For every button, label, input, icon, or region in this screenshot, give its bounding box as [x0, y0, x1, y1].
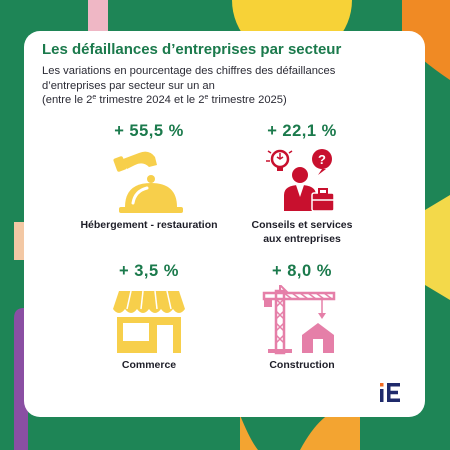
- sector-label-line: aux entreprises: [263, 232, 341, 245]
- sector-label-line: Commerce: [121, 359, 177, 371]
- subtitle-line: Les variations en pourcentage des chiffr…: [42, 65, 336, 77]
- period-superscript: e: [92, 94, 97, 101]
- orange-corner-shape: [402, 0, 450, 80]
- orange-bottom-shape: [300, 409, 360, 450]
- period-text: trimestre 2024 et le 2: [96, 94, 205, 106]
- sector-value: + 3,5 %: [119, 262, 179, 280]
- yellow-wedge-shape: [425, 195, 450, 300]
- infographic-card: Les défaillances d’entreprises par secte…: [24, 31, 425, 417]
- subtitle: Les variations en pourcentage des chiffr…: [42, 64, 392, 108]
- shop-icon: [113, 290, 185, 353]
- orange-sliver-shape: [240, 415, 258, 450]
- sector-value: + 22,1 %: [267, 122, 337, 140]
- cloche-serving-icon: [113, 151, 183, 213]
- page-title: Les défaillances d’entreprises par secte…: [42, 41, 342, 58]
- sector-label-line: Construction: [269, 359, 335, 371]
- ie-logo: [380, 383, 400, 402]
- period-superscript: e: [204, 94, 209, 101]
- svg-text:?: ?: [318, 152, 326, 167]
- sector-value: + 8,0 %: [272, 262, 332, 280]
- sector-label: Hébergement - restauration: [64, 219, 234, 233]
- sector-construction: + 8,0 % Construction: [217, 261, 387, 373]
- sector-value: + 55,5 %: [114, 122, 184, 140]
- sector-commerce: + 3,5 % Commerce: [64, 261, 234, 373]
- subtitle-line: d’entreprises par secteur sur un an: [42, 79, 215, 92]
- sector-label-line: Conseils et services: [251, 219, 353, 231]
- period-text: trimestre 2025): [208, 94, 287, 106]
- sector-label-line: Hébergement - restauration: [80, 219, 218, 231]
- sector-conseils: + 22,1 % ? Conseils et services: [217, 121, 387, 246]
- sector-label: Construction: [217, 359, 387, 373]
- sector-label: Conseils et services aux entreprises: [217, 219, 387, 246]
- crane-house-icon: [262, 285, 336, 355]
- period-text: (entre le 2: [42, 94, 93, 106]
- pink-stripe-shape: [88, 0, 108, 36]
- period-line: (entre le 2e trimestre 2024 et le 2e tri…: [42, 93, 392, 108]
- sector-hebergement: + 55,5 % Hébergement - restauration: [64, 121, 234, 233]
- sector-label: Commerce: [64, 359, 234, 373]
- consultant-icon: ?: [266, 149, 335, 212]
